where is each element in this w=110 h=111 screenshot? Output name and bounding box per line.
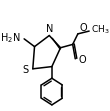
Text: H$_2$N: H$_2$N — [0, 31, 21, 45]
Text: CH$_3$: CH$_3$ — [91, 24, 110, 36]
Text: S: S — [22, 65, 28, 75]
Text: O: O — [78, 56, 86, 65]
Text: N: N — [46, 24, 53, 34]
Text: O: O — [79, 23, 87, 33]
